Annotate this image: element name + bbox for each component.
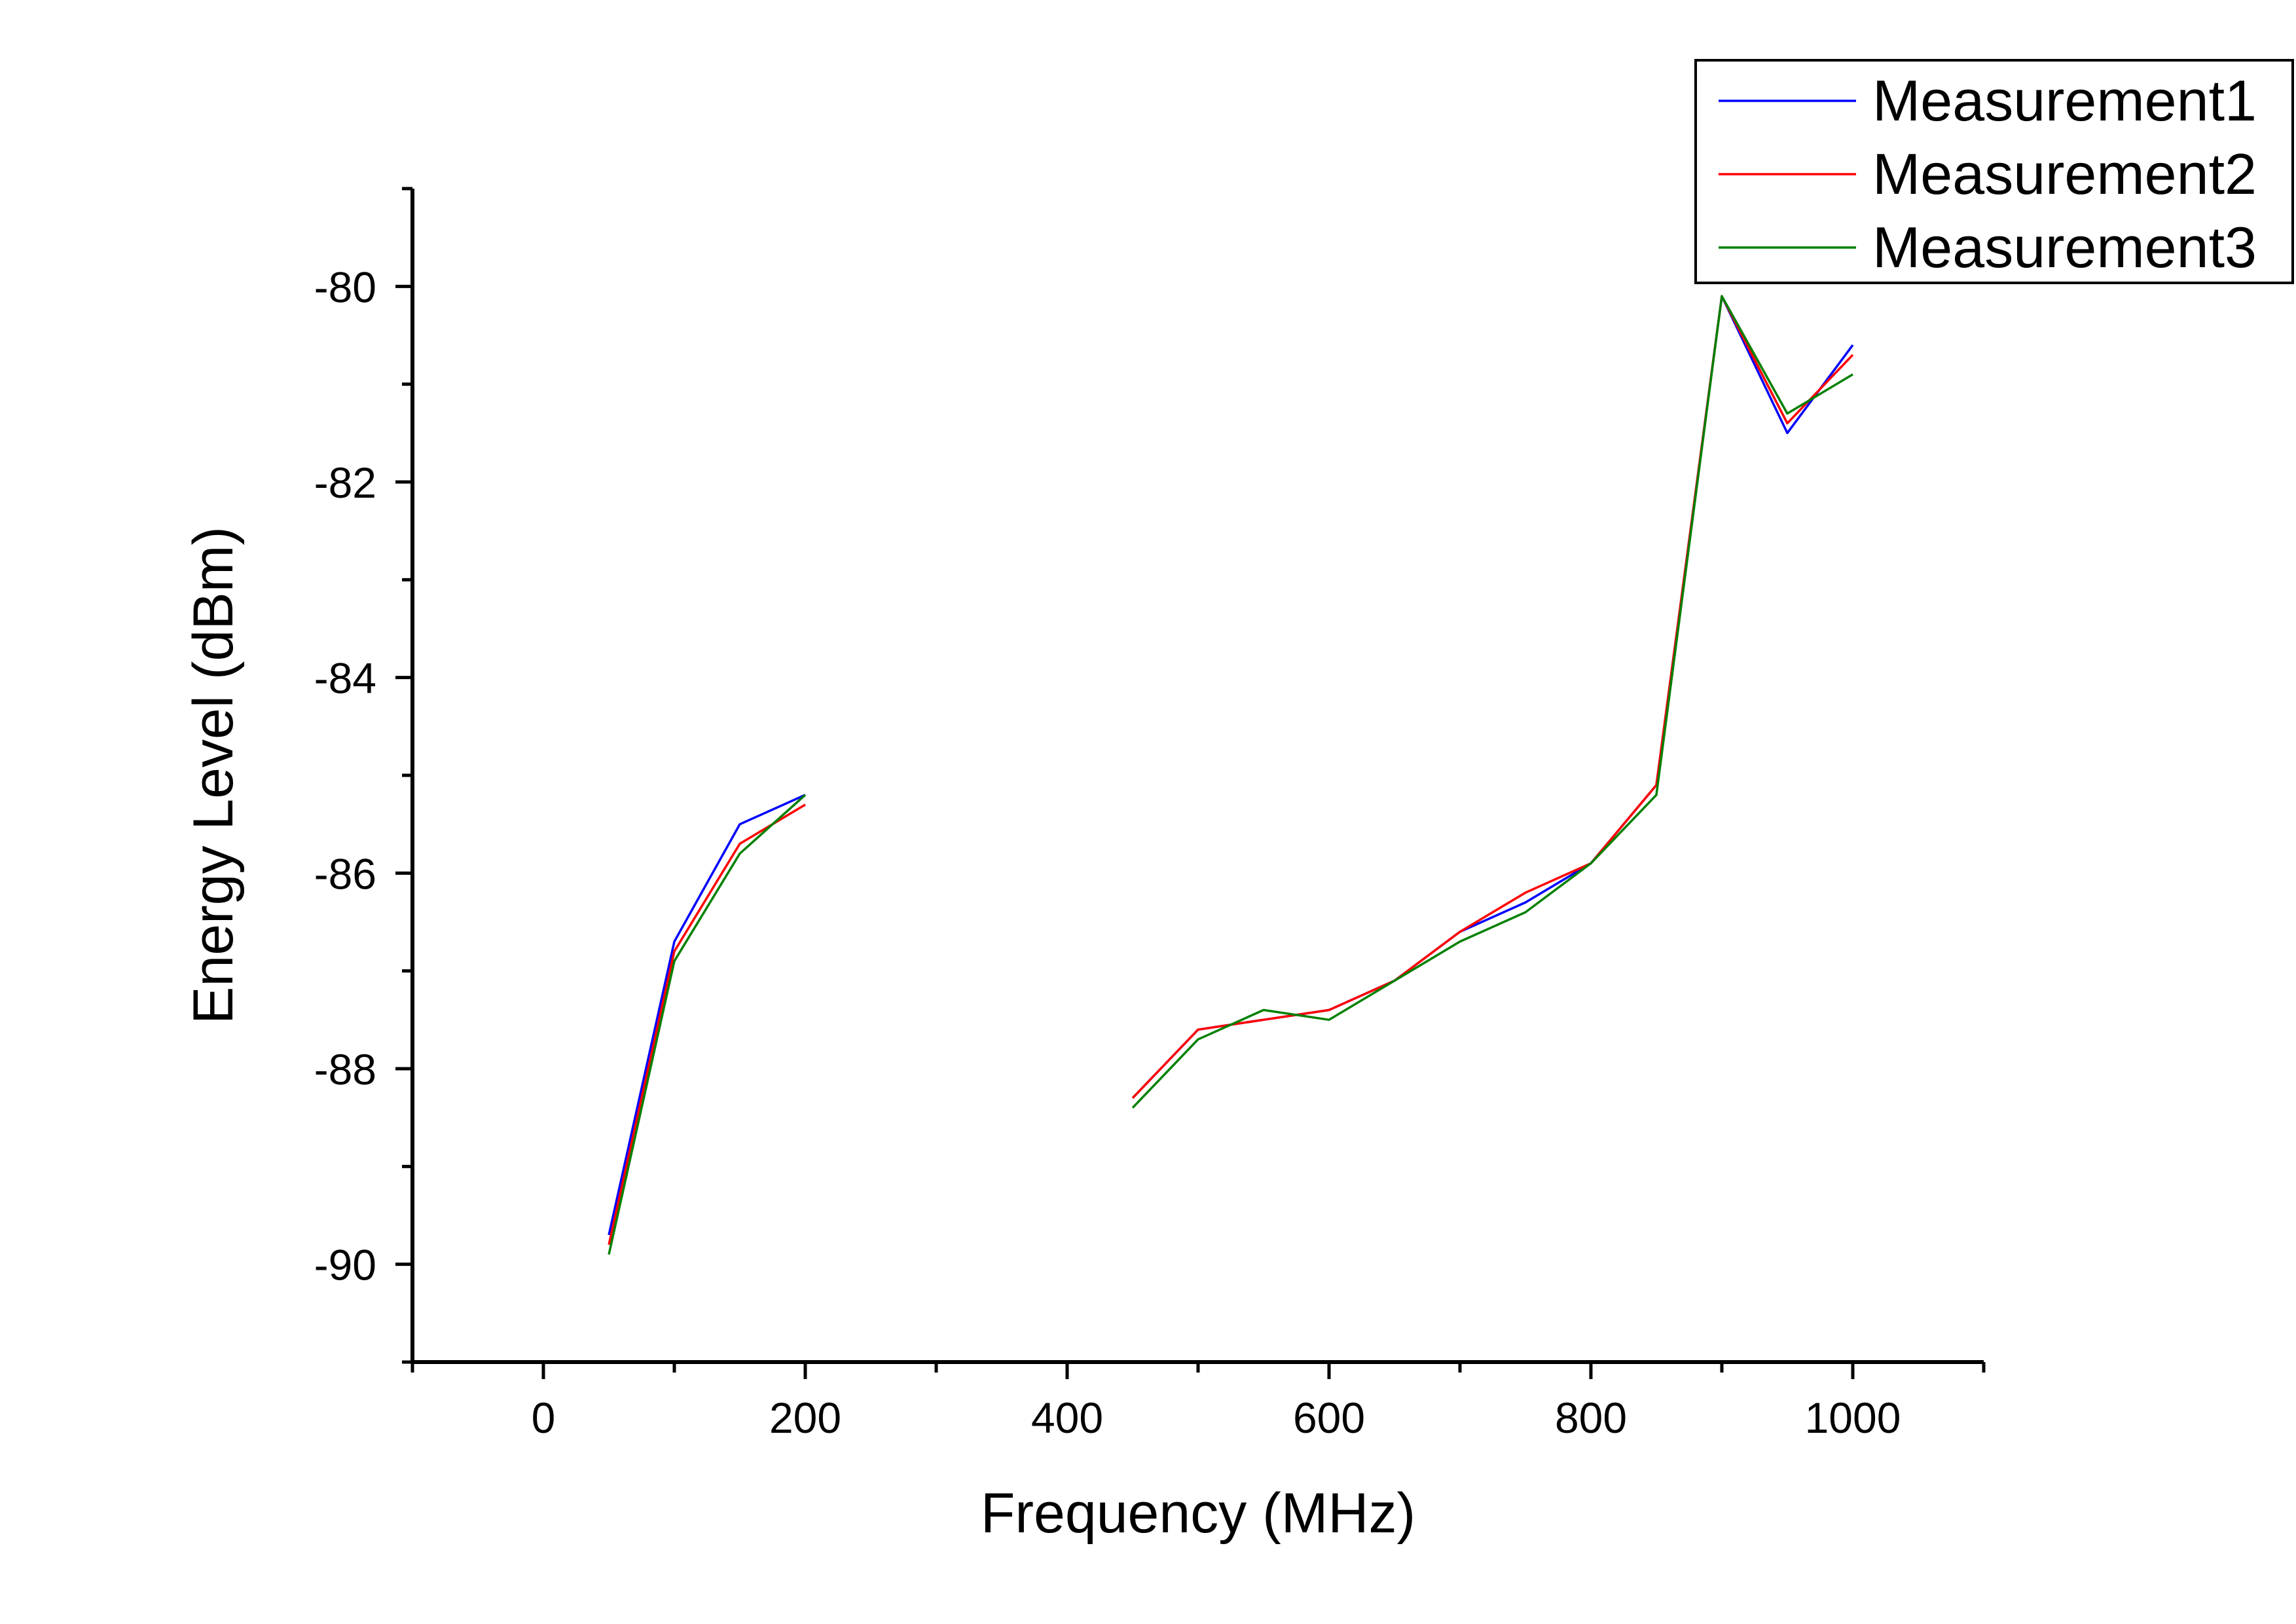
series-Measurement1 [608,295,1854,1236]
x-tick-label: 800 [1555,1393,1627,1442]
x-tick-label: 1000 [1805,1393,1901,1442]
legend-label: Measurement2 [1872,141,2257,206]
x-tick-label: 400 [1031,1393,1103,1442]
axes: 0 200 400 600 800 1000 -90 -88 -86 -84 -82 -80 [314,187,1986,1442]
series-Measurement3 [608,295,1853,1255]
series-line [1131,295,1854,1099]
series-line [1131,295,1854,1099]
legend-label: Measurement1 [1872,68,2257,133]
legend: Measurement1 Measurement2 Measurement3 [1694,59,2294,284]
y-tick-label: -86 [314,849,376,898]
x-ticks: 0 200 400 600 800 1000 [410,1362,1986,1442]
y-tick-label: -82 [314,458,376,507]
series-Measurement2 [608,295,1854,1246]
legend-label: Measurement3 [1872,215,2257,280]
series-line [608,794,807,1255]
x-tick-label: 0 [532,1393,556,1442]
series-line [608,794,806,1236]
x-tick-label: 600 [1293,1393,1365,1442]
x-tick-label: 200 [769,1393,841,1442]
y-tick-label: -84 [314,654,376,703]
legend-box [1694,59,2294,284]
y-tick-label: -80 [314,263,376,311]
series-layer [608,295,1854,1255]
y-tick-label: -88 [314,1045,376,1094]
y-ticks: -90 -88 -86 -84 -82 -80 [314,187,412,1364]
series-line [1131,295,1853,1109]
series-line [608,803,806,1246]
y-axis-title: Energy Level (dBm) [182,526,245,1024]
x-axis-title: Frequency (MHz) [981,1482,1415,1545]
y-tick-label: -90 [314,1241,376,1289]
